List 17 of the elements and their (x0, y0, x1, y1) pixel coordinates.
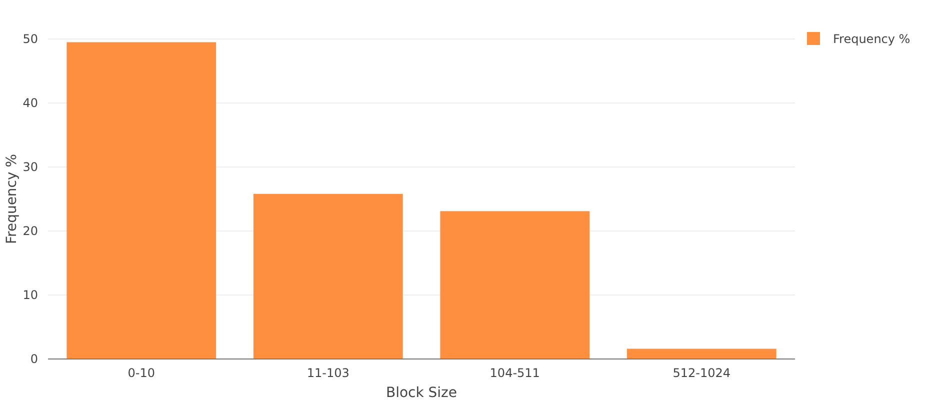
y-tick-label: 20 (22, 224, 38, 238)
bar (626, 348, 776, 359)
y-tick-label: 30 (22, 160, 38, 174)
x-axis-title: Block Size (386, 385, 458, 400)
y-tick-label: 50 (22, 32, 38, 46)
y-tick-label: 40 (22, 96, 38, 110)
bar (440, 211, 590, 359)
y-axis-title: Frequency % (4, 154, 20, 244)
y-tick-label: 10 (22, 288, 38, 302)
x-tick-label: 104-511 (490, 366, 540, 380)
x-tick-label: 512-1024 (672, 366, 731, 380)
y-tick-label: 0 (30, 352, 38, 366)
x-tick-label: 0-10 (128, 366, 155, 380)
bar (253, 194, 403, 359)
bar (66, 42, 216, 359)
x-tick-label: 11-103 (306, 366, 350, 380)
legend-label: Frequency % (833, 32, 910, 46)
